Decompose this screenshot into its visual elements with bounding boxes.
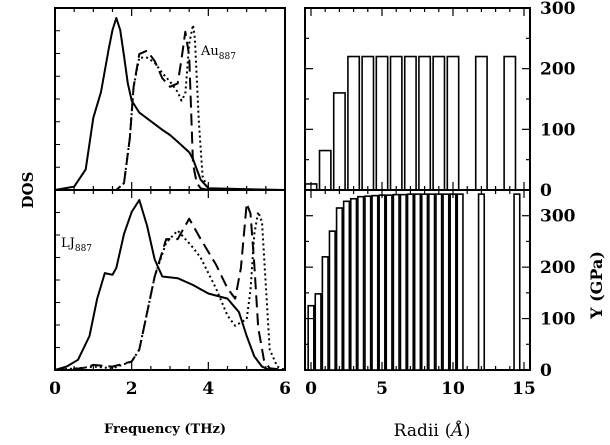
modulus-top-bar [446,55,460,191]
dos-lj-series-dotted [54,210,286,371]
dos-lj-xtick-label: 2 [126,379,138,399]
modulus-bottom-bar [328,230,336,371]
modulus-top-bar [361,55,375,191]
frequency-axis-title: Frequency (THz) [104,422,226,437]
modulus-bottom-bar [428,193,436,371]
dos-au-series-solid [54,17,286,191]
modulus-bottom-xtick-label: 15 [512,379,536,399]
dos-lj-series-dashed [54,202,286,371]
dos-lj-series-solid [54,199,285,371]
modulus-bottom-bar [399,193,407,371]
modulus-bottom-bar [349,197,358,371]
modulus-panel-top: 0 100 200 300 [304,0,576,201]
au-annotation: Au887 [200,44,236,62]
modulus-bottom-ytick-label: 0 [540,361,552,381]
modulus-panel-bottom: 0 100 200 300 0 5 10 15 [304,189,576,399]
modulus-bottom-bar [385,194,393,371]
modulus-top-ytick-label: 0 [540,181,552,201]
modulus-bottom-bar [406,193,415,371]
modulus-bottom-bar [357,195,365,371]
modulus-bottom-bar [435,193,443,371]
modulus-bottom-bar [449,193,457,371]
modulus-top-ytick-label: 300 [540,0,576,19]
dos-panel-au [54,7,286,191]
modulus-bottom-bar [371,194,379,371]
modulus-bottom-xtick-label: 0 [305,379,317,399]
modulus-bottom-bar [321,256,329,371]
modulus-bottom-bar [335,207,344,371]
modulus-top-ytick-label: 200 [540,60,576,80]
radii-axis-title: Radii (Å) [394,420,471,441]
dos-au-series-dashed [55,30,285,191]
modulus-top-ytick-label: 100 [540,120,576,140]
modulus-top-bar [389,55,403,191]
modulus-top-bar [403,55,417,191]
modulus-bottom-xtick-label: 10 [441,379,465,399]
modulus-bottom-bar [442,193,450,371]
modulus-bottom-bar [413,193,422,371]
modulus-bottom-bar [456,193,464,371]
modulus-bottom-bar [477,193,486,371]
modulus-top-bar [418,55,432,191]
modulus-bottom-bar [364,195,372,371]
dos-axis-title: DOS [19,172,37,209]
modulus-top-bar [503,55,517,191]
modulus-bottom-bar [378,194,386,371]
modulus-bottom-ytick-label: 100 [540,310,576,330]
dos-lj-xtick-label: 4 [202,379,214,399]
modulus-top-bar [375,55,389,191]
modulus-top-bar [318,149,332,191]
dos-panel-lj: 0 2 4 6 [49,189,291,399]
modulus-bottom-bar [513,193,521,371]
modulus-bottom-xtick-label: 5 [376,379,388,399]
lj-annotation: LJ887 [61,236,92,254]
modulus-bottom-bar [392,193,400,371]
dos-au-series-dotted [55,23,285,191]
modulus-top-bar [474,55,488,191]
modulus-bottom-ytick-label: 200 [540,258,576,278]
dos-au-frame [54,7,286,191]
dos-lj-xtick-label: 6 [279,379,291,399]
dos-lj-xtick-label: 0 [49,379,61,399]
modulus-bottom-bar [420,193,429,371]
modulus-bottom-bar [342,200,351,371]
modulus-bottom-bar [307,304,315,371]
modulus-top-bar [347,55,361,191]
modulus-axis-title: Y (GPa) [587,251,606,320]
modulus-top-bar [332,92,346,191]
modulus-top-bar [432,55,446,191]
modulus-bottom-ytick-label: 300 [540,207,576,227]
modulus-bottom-bar [314,293,322,371]
